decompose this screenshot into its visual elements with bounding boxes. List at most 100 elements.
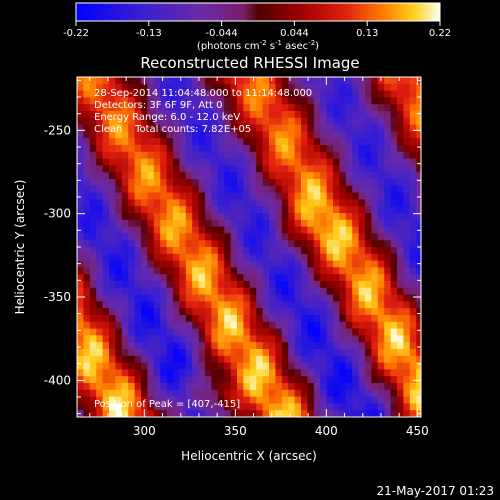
heatmap-cell	[288, 185, 295, 193]
heatmap-cell	[326, 219, 334, 227]
heatmap-cell	[224, 179, 231, 187]
heatmap-cell	[262, 247, 270, 255]
heatmap-cell	[409, 90, 417, 98]
heatmap-cell	[141, 117, 148, 125]
heatmap-cell	[198, 179, 206, 187]
heatmap-cell	[339, 124, 347, 132]
heatmap-cell	[313, 206, 321, 214]
heatmap-cell	[352, 247, 359, 255]
heatmap-cell	[134, 315, 142, 323]
heatmap-cell	[281, 240, 289, 248]
heatmap-cell	[185, 410, 193, 417]
heatmap-cell	[377, 294, 385, 302]
heatmap-cell	[320, 362, 327, 370]
heatmap-cell	[128, 138, 135, 146]
heatmap-cell	[153, 158, 161, 166]
heatmap-cell	[185, 131, 193, 139]
heatmap-cell	[166, 97, 174, 105]
heatmap-cell	[294, 165, 302, 173]
heatmap-cell	[160, 124, 167, 132]
heatmap-cell	[115, 192, 123, 200]
heatmap-cell	[230, 253, 238, 261]
heatmap-cell	[179, 403, 187, 411]
heatmap-cell	[185, 274, 193, 282]
heatmap-cell	[102, 247, 110, 255]
heatmap-cell	[173, 321, 180, 329]
heatmap-cell	[409, 185, 417, 193]
heatmap-cell	[243, 396, 251, 404]
heatmap-cell	[141, 219, 148, 227]
heatmap-cell	[160, 240, 167, 248]
heatmap-cell	[249, 369, 257, 377]
heatmap-cell	[397, 124, 404, 132]
heatmap-cell	[352, 165, 359, 173]
heatmap-cell	[147, 219, 155, 227]
annotation-clean-counts: Clean Total counts: 7.82E+05	[94, 124, 251, 135]
heatmap-cell	[294, 199, 302, 207]
heatmap-cell	[358, 362, 366, 370]
heatmap-cell	[301, 342, 308, 350]
heatmap-cell	[224, 124, 231, 132]
heatmap-cell	[115, 274, 123, 282]
heatmap-cell	[320, 253, 327, 261]
heatmap-cell	[185, 355, 193, 363]
heatmap-cell	[153, 131, 161, 139]
heatmap-cell	[211, 233, 219, 241]
heatmap-cell	[403, 403, 411, 411]
heatmap-cell	[390, 287, 398, 295]
heatmap-cell	[256, 199, 263, 207]
heatmap-cell	[320, 287, 327, 295]
heatmap-cell	[243, 151, 251, 159]
heatmap-cell	[256, 355, 263, 363]
heatmap-cell	[262, 389, 270, 397]
heatmap-cell	[326, 151, 334, 159]
heatmap-cell	[89, 185, 97, 193]
heatmap-cell	[134, 206, 142, 214]
heatmap-cell	[409, 111, 417, 119]
heatmap-cell	[281, 267, 289, 275]
heatmap-cell	[384, 308, 391, 316]
heatmap-cell	[313, 383, 321, 391]
heatmap-cell	[249, 145, 257, 153]
heatmap-cell	[275, 369, 283, 377]
heatmap-cell	[230, 131, 238, 139]
heatmap-cell	[256, 342, 263, 350]
heatmap-cell	[249, 219, 257, 227]
heatmap-cell	[384, 315, 391, 323]
heatmap-cell	[147, 117, 155, 125]
heatmap-cell	[121, 362, 129, 370]
heatmap-cell	[365, 145, 372, 153]
heatmap-cell	[416, 111, 421, 119]
heatmap-cell	[371, 151, 379, 159]
heatmap-cell	[205, 260, 212, 268]
heatmap-cell	[185, 145, 193, 153]
heatmap-cell	[179, 281, 187, 289]
heatmap-cell	[358, 219, 366, 227]
heatmap-cell	[269, 172, 276, 180]
heatmap-cell	[281, 117, 289, 125]
heatmap-cell	[224, 233, 231, 241]
annotations: 28-Sep-2014 11:04:48.000 to 11:14:48.000…	[94, 88, 312, 410]
heatmap-cell	[205, 253, 212, 261]
heatmap-cell	[313, 362, 321, 370]
heatmap-cell	[192, 165, 199, 173]
heatmap-cell	[109, 369, 116, 377]
heatmap-cell	[237, 342, 244, 350]
heatmap-cell	[230, 117, 238, 125]
heatmap-cell	[358, 253, 366, 261]
heatmap-cell	[403, 138, 411, 146]
heatmap-cell	[249, 83, 257, 91]
heatmap-cell	[294, 260, 302, 268]
heatmap-cell	[173, 308, 180, 316]
heatmap-cell	[243, 355, 251, 363]
heatmap-cell	[153, 83, 161, 91]
heatmap-cell	[294, 104, 302, 112]
heatmap-cell	[416, 247, 421, 255]
heatmap-cell	[384, 240, 391, 248]
heatmap-cell	[371, 308, 379, 316]
heatmap-cell	[128, 389, 135, 397]
heatmap-cell	[147, 321, 155, 329]
heatmap-cell	[115, 355, 123, 363]
heatmap-cell	[205, 179, 212, 187]
heatmap-cell	[211, 97, 219, 105]
